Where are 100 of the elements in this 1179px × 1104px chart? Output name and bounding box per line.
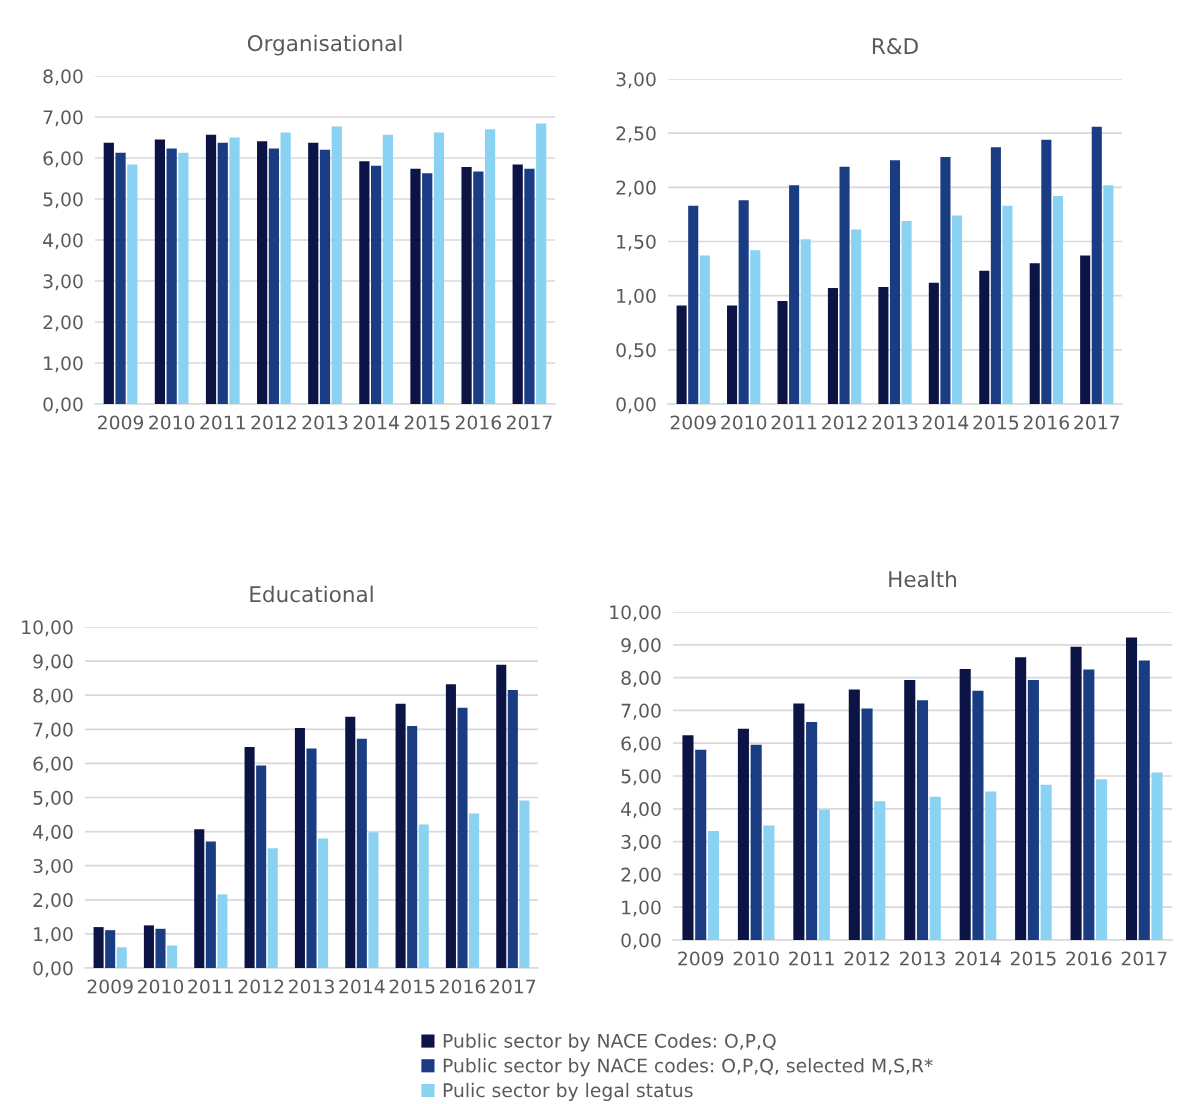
bar bbox=[519, 800, 530, 968]
x-tick-label: 2009 bbox=[87, 979, 133, 994]
y-tick-label: 1,00 bbox=[34, 927, 73, 944]
y-tick-label: 6,00 bbox=[33, 756, 73, 773]
x-tick-label: 2012 bbox=[844, 951, 890, 966]
x-tick-label: 2011 bbox=[789, 951, 834, 966]
x-tick-label: 2015 bbox=[404, 415, 450, 430]
bar bbox=[217, 142, 228, 404]
x-tick-label: 2017 bbox=[1121, 951, 1167, 966]
bar bbox=[929, 796, 941, 940]
bar bbox=[979, 270, 990, 404]
y-tick-label: 3,00 bbox=[621, 834, 661, 851]
legend-label: Public sector by NACE codes: O,P,Q, selected M,S,R* bbox=[443, 1058, 933, 1077]
bar bbox=[916, 700, 929, 940]
y-tick-label: 9,00 bbox=[33, 654, 73, 671]
bar bbox=[1125, 637, 1138, 940]
bar bbox=[1041, 139, 1052, 404]
bar bbox=[952, 215, 963, 404]
bar bbox=[306, 748, 317, 968]
bar bbox=[143, 925, 154, 968]
x-tick-label: 2010 bbox=[149, 415, 195, 430]
x-tick-label: 2013 bbox=[302, 415, 348, 430]
x-tick-label: 2014 bbox=[353, 415, 399, 430]
y-tick-label: 5,00 bbox=[33, 790, 73, 807]
y-tick-label: 1,50 bbox=[617, 234, 656, 251]
bar bbox=[1027, 679, 1039, 940]
bar bbox=[407, 725, 418, 968]
bar bbox=[676, 305, 687, 404]
y-tick-label: 10,00 bbox=[22, 620, 73, 637]
y-tick-label: 3,00 bbox=[33, 858, 73, 875]
y-tick-label: 6,00 bbox=[43, 151, 83, 168]
bar bbox=[256, 765, 267, 968]
bar bbox=[1083, 669, 1095, 940]
bar bbox=[318, 838, 329, 968]
bar bbox=[777, 301, 788, 404]
x-tick-label: 2016 bbox=[1066, 951, 1112, 966]
bar bbox=[878, 287, 889, 404]
x-tick-label: 2012 bbox=[822, 415, 867, 430]
bar bbox=[800, 239, 811, 404]
y-tick-label: 5,00 bbox=[43, 192, 83, 209]
bar bbox=[268, 148, 279, 404]
x-tick-label: 2010 bbox=[138, 979, 184, 994]
bar bbox=[1002, 205, 1013, 404]
bar bbox=[959, 669, 971, 940]
y-tick-label: 8,00 bbox=[43, 69, 83, 86]
x-tick-label: 2010 bbox=[721, 415, 767, 430]
y-tick-label: 0,50 bbox=[616, 343, 656, 360]
bar bbox=[331, 126, 342, 404]
bar bbox=[205, 134, 217, 404]
bar bbox=[473, 171, 484, 404]
x-tick-label: 2017 bbox=[490, 979, 536, 994]
y-tick-label: 7,00 bbox=[43, 110, 83, 127]
bar bbox=[1091, 126, 1102, 404]
bar bbox=[154, 139, 166, 404]
x-tick-label: 2015 bbox=[973, 415, 1019, 430]
y-tick-label: 2,00 bbox=[33, 893, 73, 910]
x-tick-label: 2017 bbox=[1074, 415, 1120, 430]
bar bbox=[848, 689, 860, 940]
legend-label: Public sector by NACE Codes: O,P,Q bbox=[443, 1033, 776, 1052]
bar bbox=[889, 160, 901, 404]
x-tick-label: 2012 bbox=[238, 979, 284, 994]
x-tick-label: 2014 bbox=[955, 951, 1001, 966]
bar bbox=[990, 147, 1001, 404]
bar bbox=[217, 894, 228, 968]
y-tick-label: 2,00 bbox=[43, 315, 83, 332]
x-tick-label: 2016 bbox=[440, 979, 486, 994]
y-tick-label: 7,00 bbox=[33, 722, 73, 739]
y-tick-label: 10,00 bbox=[610, 605, 661, 622]
y-tick-label: 1,00 bbox=[617, 288, 656, 305]
bar bbox=[167, 945, 178, 968]
bar bbox=[418, 824, 429, 968]
bar bbox=[901, 220, 912, 404]
bar bbox=[750, 744, 762, 940]
x-tick-label: 2016 bbox=[455, 415, 502, 430]
x-tick-label: 2015 bbox=[389, 979, 435, 994]
bar bbox=[410, 168, 421, 404]
bar bbox=[257, 141, 268, 404]
x-tick-label: 2013 bbox=[900, 951, 945, 966]
x-tick-label: 2012 bbox=[251, 415, 296, 430]
bar bbox=[1015, 657, 1027, 940]
bar bbox=[484, 129, 496, 404]
x-tick-label: 2011 bbox=[188, 979, 233, 994]
bar bbox=[103, 142, 114, 404]
bar bbox=[861, 708, 873, 940]
bar bbox=[699, 255, 710, 404]
x-tick-label: 2011 bbox=[771, 415, 817, 430]
bar bbox=[1070, 646, 1082, 940]
x-tick-label: 2015 bbox=[1010, 951, 1056, 966]
bar bbox=[940, 157, 951, 404]
y-tick-label: 0,00 bbox=[33, 961, 73, 978]
bar bbox=[524, 168, 535, 404]
bar bbox=[345, 716, 356, 968]
bar bbox=[688, 205, 699, 404]
bar bbox=[178, 152, 189, 404]
bar bbox=[116, 947, 127, 968]
bar bbox=[818, 809, 830, 940]
x-tick-label: 2010 bbox=[733, 951, 779, 966]
bar bbox=[707, 831, 720, 940]
bar bbox=[904, 679, 916, 940]
y-tick-label: 6,00 bbox=[621, 736, 661, 753]
